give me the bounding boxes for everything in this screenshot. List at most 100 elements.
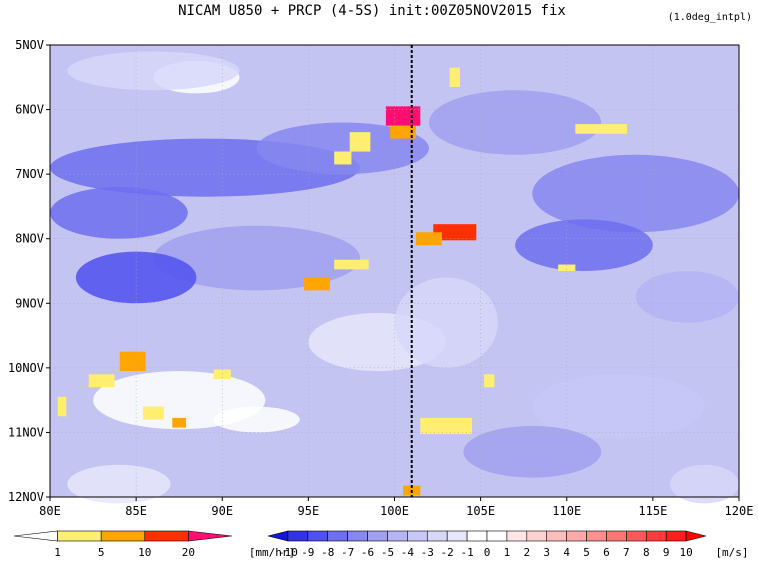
precip-colorbar-cell: [57, 530, 102, 542]
wind-colorbar-cell: [407, 530, 428, 542]
wind-blob: [67, 51, 240, 91]
precip-colorbar-label: 5: [98, 546, 105, 559]
precip-patch: [449, 67, 460, 87]
y-tick-label: 6NOV: [15, 103, 44, 117]
y-tick-label: 7NOV: [15, 167, 44, 181]
wind-colorbar-label: 5: [583, 546, 590, 559]
x-tick-label: 100E: [380, 504, 409, 518]
wind-blob: [67, 464, 171, 504]
precip-colorbar-label: 10: [138, 546, 151, 559]
wind-colorbar-label: 9: [663, 546, 670, 559]
y-tick-label: 10NOV: [8, 361, 44, 375]
wind-colorbar-label: 2: [524, 546, 531, 559]
y-tick-label: 12NOV: [8, 490, 44, 504]
wind-colorbar-label: -4: [401, 546, 415, 559]
wind-colorbar-cell: [506, 530, 528, 542]
wind-colorbar-cell: [446, 530, 468, 542]
wind-colorbar-cell: [645, 530, 667, 542]
precip-patch: [433, 224, 477, 241]
wind-colorbar-cell: [526, 530, 548, 542]
precip-patch: [416, 232, 442, 246]
wind-colorbar-cell: [665, 530, 687, 542]
wind-colorbar-cell: [586, 530, 607, 542]
wind-colorbar-label: -1: [460, 546, 473, 559]
precip-colorbar-cell: [13, 530, 58, 542]
precip-patch: [213, 369, 231, 380]
wind-colorbar-label: -10: [278, 546, 298, 559]
wind-colorbar-unit: [m/s]: [715, 546, 748, 559]
precip-patch: [304, 277, 330, 291]
wind-colorbar-cell: [685, 530, 707, 542]
wind-colorbar-label: 3: [543, 546, 550, 559]
wind-colorbar-label: 6: [603, 546, 610, 559]
x-tick-label: 95E: [298, 504, 320, 518]
wind-blob: [256, 122, 429, 175]
x-tick-label: 115E: [638, 504, 667, 518]
precip-colorbar-label: 1: [54, 546, 61, 559]
precip-field: [57, 67, 628, 496]
interp-note: (1.0deg_intpl): [668, 12, 752, 23]
precip-patch: [57, 396, 67, 417]
precip-patch: [575, 124, 628, 134]
precip-colorbar-unit: [mm/hr]: [249, 546, 295, 559]
precip-patch: [172, 417, 187, 428]
precip-patch: [334, 151, 352, 165]
wind-colorbar-cell: [546, 530, 567, 542]
grid-lines: [50, 45, 739, 497]
y-tick-label: 5NOV: [15, 38, 44, 52]
wind-blob: [532, 154, 740, 233]
precip-patch: [119, 351, 146, 372]
wind-colorbar-label: 7: [623, 546, 630, 559]
wind-colorbar-cell: [466, 530, 488, 542]
wind-colorbar-label: 1: [504, 546, 511, 559]
wind-blob: [463, 425, 602, 478]
precip-patch: [349, 132, 371, 152]
precip-colorbar: 1 5 10 20 [mm/hr]: [13, 530, 295, 559]
x-tick-label: 80E: [39, 504, 61, 518]
x-tick-label: 90E: [211, 504, 233, 518]
precip-colorbar-cell: [100, 530, 146, 542]
wind-colorbar-cell: [287, 530, 309, 542]
wind-blob: [670, 464, 739, 504]
wind-colorbar-cell: [347, 530, 368, 542]
precip-patch: [484, 374, 495, 388]
wind-colorbar-label: -7: [341, 546, 354, 559]
wind-colorbar-cell: [267, 530, 289, 542]
x-tick-label: 110E: [552, 504, 581, 518]
wind-colorbar-label: 8: [643, 546, 650, 559]
wind-colorbar-label: -6: [361, 546, 374, 559]
precip-colorbar-cell: [188, 530, 233, 542]
wind-blob: [532, 374, 705, 439]
wind-colorbar-cell: [486, 530, 508, 542]
wind-colorbar-cell: [307, 530, 329, 542]
wind-colorbar-label: -5: [381, 546, 394, 559]
wind-colorbar-cell: [426, 530, 448, 542]
wind-colorbar-cell: [566, 530, 587, 542]
precip-patch: [143, 406, 164, 420]
wind-field: [50, 51, 740, 504]
wind-colorbar-label: 10: [679, 546, 692, 559]
plot-area: [49, 44, 740, 504]
y-tick-label: 11NOV: [8, 425, 44, 439]
x-axis-ticks: 80E 85E 90E 95E 100E 105E 110E 115E 120E: [39, 497, 753, 518]
wind-blob: [50, 187, 188, 239]
precip-patch: [334, 259, 369, 270]
wind-blob: [515, 219, 653, 271]
precip-colorbar-label: 20: [182, 546, 195, 559]
precip-patch: [420, 417, 473, 435]
wind-blob: [428, 90, 602, 155]
wind-colorbar-cell: [327, 530, 348, 542]
wind-colorbar-cell: [606, 530, 627, 542]
wind-colorbar-cell: [367, 530, 388, 542]
precip-colorbar-cell: [144, 530, 189, 542]
wind-colorbar-label: 0: [484, 546, 491, 559]
wind-blob: [213, 406, 300, 433]
wind-colorbar-label: 4: [563, 546, 570, 559]
wind-colorbar-label: -2: [441, 546, 454, 559]
x-tick-label: 85E: [125, 504, 147, 518]
precip-patch: [385, 106, 421, 126]
wind-colorbar-label: -8: [321, 546, 334, 559]
wind-colorbar-cell: [626, 530, 647, 542]
